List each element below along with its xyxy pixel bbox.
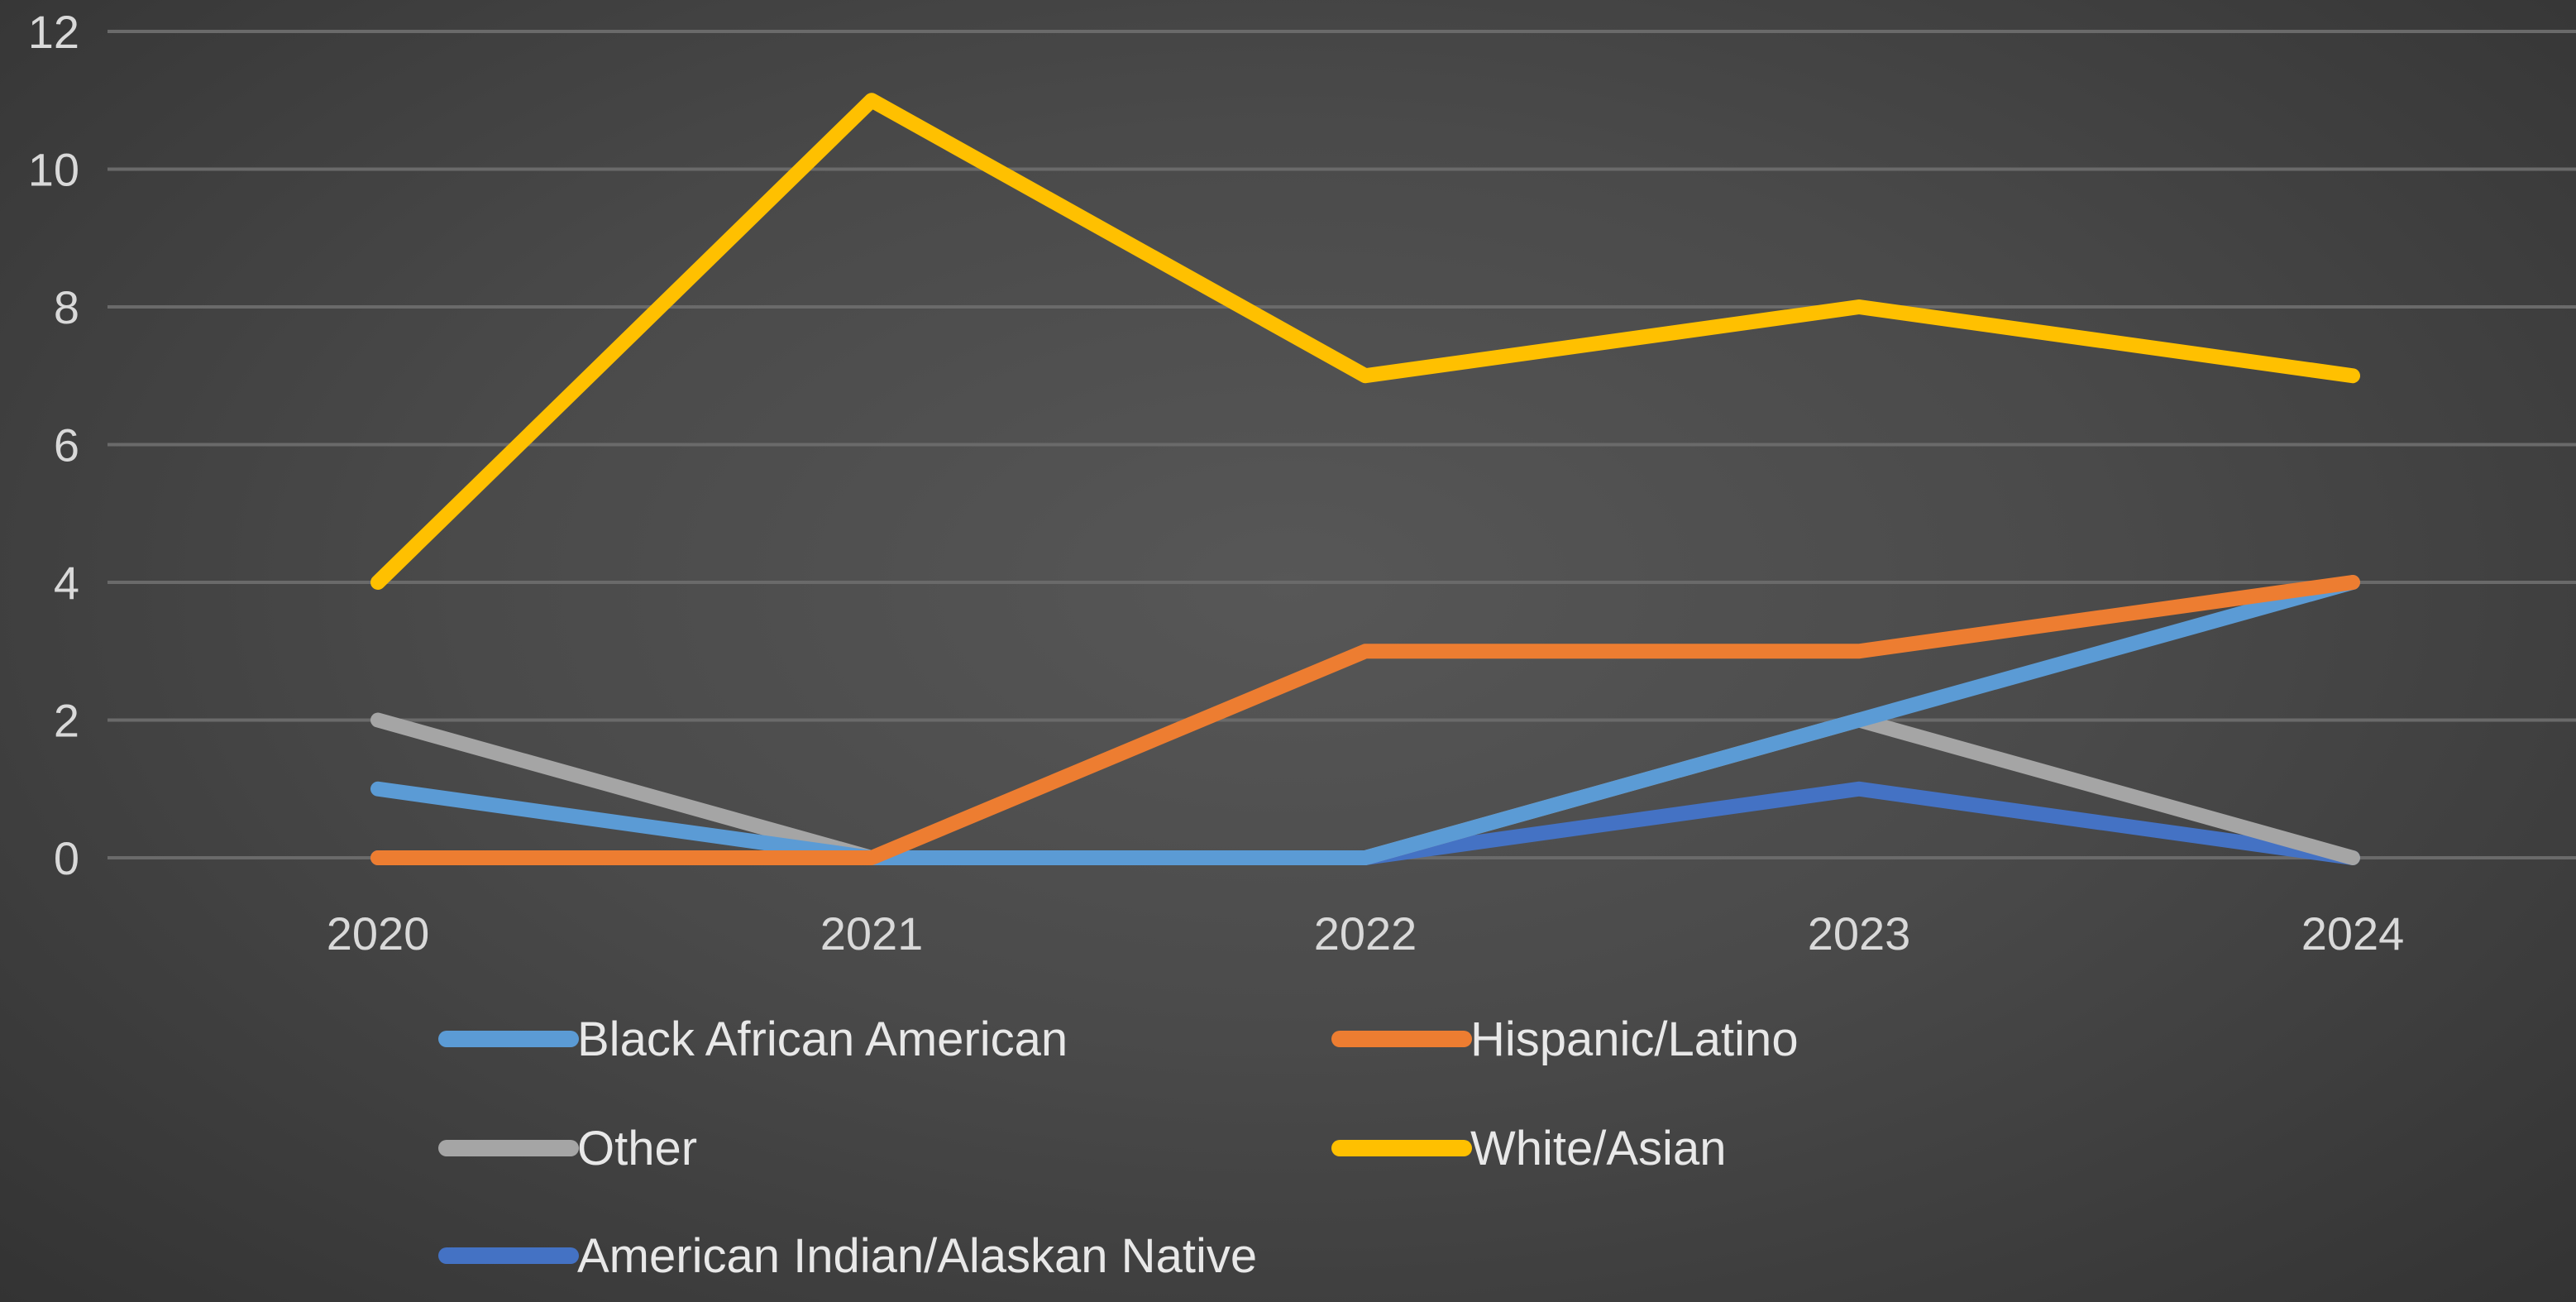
y-tick-label: 4 <box>54 557 79 609</box>
data-point <box>2352 375 2354 376</box>
x-tick-label: 2022 <box>1314 907 1417 960</box>
y-tick-label: 0 <box>54 832 79 884</box>
data-point <box>1858 306 1860 308</box>
data-point <box>377 857 379 859</box>
data-point <box>377 582 379 583</box>
data-point <box>1364 375 1366 376</box>
data-point <box>2352 582 2354 583</box>
x-tick-label: 2021 <box>820 907 924 960</box>
data-point <box>1858 788 1860 790</box>
y-axis-ticks: 0 2 4 6 8 10 12 <box>28 6 79 884</box>
series-line-black-african-american <box>370 575 2360 865</box>
legend-label: Black African American <box>577 1012 1068 1066</box>
data-point <box>1858 720 1860 721</box>
x-tick-label: 2020 <box>327 907 430 960</box>
legend-label: White/Asian <box>1470 1122 1726 1175</box>
series-lines <box>370 93 2360 865</box>
legend-item: White/Asian <box>1331 1122 1726 1175</box>
x-tick-label: 2024 <box>2301 907 2405 960</box>
data-point <box>377 720 379 721</box>
y-tick-label: 10 <box>28 144 79 196</box>
series-line-white-asian <box>370 93 2360 590</box>
data-point <box>871 857 872 859</box>
legend-item: Hispanic/Latino <box>1331 1012 1799 1066</box>
y-tick-label: 6 <box>54 419 79 471</box>
data-point <box>1364 650 1366 652</box>
y-tick-label: 8 <box>54 281 79 333</box>
gridlines <box>108 30 2576 859</box>
legend: Black African American Hispanic/Latino Oth… <box>438 1012 1799 1283</box>
data-point <box>2352 857 2354 859</box>
x-axis-ticks: 2020 2021 2022 2023 2024 <box>327 907 2405 960</box>
series-line-hispanic-latino <box>370 575 2360 865</box>
data-point <box>1858 650 1860 652</box>
data-point <box>377 788 379 790</box>
y-tick-label: 12 <box>28 6 79 58</box>
data-point <box>1364 857 1366 859</box>
legend-label: Hispanic/Latino <box>1470 1012 1799 1066</box>
y-tick-label: 2 <box>54 695 79 747</box>
legend-label: American Indian/Alaskan Native <box>577 1229 1257 1283</box>
data-point <box>871 99 872 101</box>
legend-item: American Indian/Alaskan Native <box>438 1229 1257 1283</box>
legend-item: Black African American <box>438 1012 1068 1066</box>
legend-label: Other <box>577 1122 697 1175</box>
x-tick-label: 2023 <box>1808 907 1911 960</box>
legend-item: Other <box>438 1122 697 1175</box>
